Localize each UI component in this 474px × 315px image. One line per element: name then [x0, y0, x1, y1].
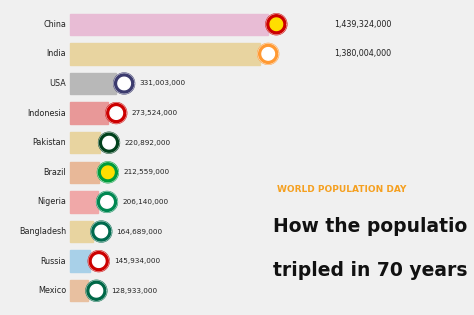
Polygon shape [88, 251, 109, 272]
Text: 1,439,324,000: 1,439,324,000 [334, 20, 392, 29]
Text: 212,559,000: 212,559,000 [123, 169, 169, 175]
Bar [70, 250, 90, 272]
Polygon shape [101, 196, 113, 208]
Polygon shape [98, 162, 118, 183]
Bar [70, 221, 93, 242]
Bar [70, 280, 88, 301]
Polygon shape [262, 48, 274, 60]
Text: 145,934,000: 145,934,000 [114, 258, 160, 264]
Polygon shape [101, 166, 114, 179]
Bar [70, 191, 99, 213]
Bar [70, 132, 100, 153]
Bar [70, 43, 260, 65]
Text: tripled in 70 years: tripled in 70 years [273, 261, 467, 280]
Text: Bangladesh: Bangladesh [19, 227, 66, 236]
Polygon shape [266, 14, 287, 35]
Polygon shape [270, 18, 283, 31]
Text: How the populatio: How the populatio [273, 217, 467, 236]
Polygon shape [97, 192, 118, 212]
Polygon shape [110, 107, 122, 119]
Text: Russia: Russia [41, 257, 66, 266]
Polygon shape [118, 77, 130, 90]
Bar [70, 14, 268, 35]
Text: USA: USA [50, 79, 66, 88]
Polygon shape [114, 73, 135, 94]
Text: 128,933,000: 128,933,000 [111, 288, 158, 294]
Text: 220,892,000: 220,892,000 [124, 140, 170, 146]
Polygon shape [92, 255, 105, 267]
Polygon shape [95, 225, 108, 238]
Polygon shape [103, 136, 115, 149]
Text: China: China [44, 20, 66, 29]
Text: Nigeria: Nigeria [37, 198, 66, 206]
Text: Indonesia: Indonesia [27, 109, 66, 117]
Polygon shape [99, 132, 119, 153]
Text: 164,689,000: 164,689,000 [117, 228, 163, 235]
Text: Mexico: Mexico [38, 286, 66, 295]
Text: 206,140,000: 206,140,000 [122, 199, 168, 205]
Text: 331,003,000: 331,003,000 [139, 80, 185, 87]
Polygon shape [258, 43, 279, 64]
Bar [70, 162, 100, 183]
Text: Pakistan: Pakistan [33, 138, 66, 147]
Bar [70, 102, 108, 124]
Text: WORLD POPULATION DAY: WORLD POPULATION DAY [277, 185, 407, 193]
Polygon shape [106, 103, 127, 123]
Text: 273,524,000: 273,524,000 [131, 110, 178, 116]
Text: India: India [47, 49, 66, 58]
Polygon shape [86, 280, 107, 301]
Text: Brazil: Brazil [44, 168, 66, 177]
Polygon shape [91, 221, 112, 242]
Polygon shape [90, 284, 103, 297]
Text: 1,380,004,000: 1,380,004,000 [334, 49, 392, 58]
Bar [70, 73, 116, 94]
